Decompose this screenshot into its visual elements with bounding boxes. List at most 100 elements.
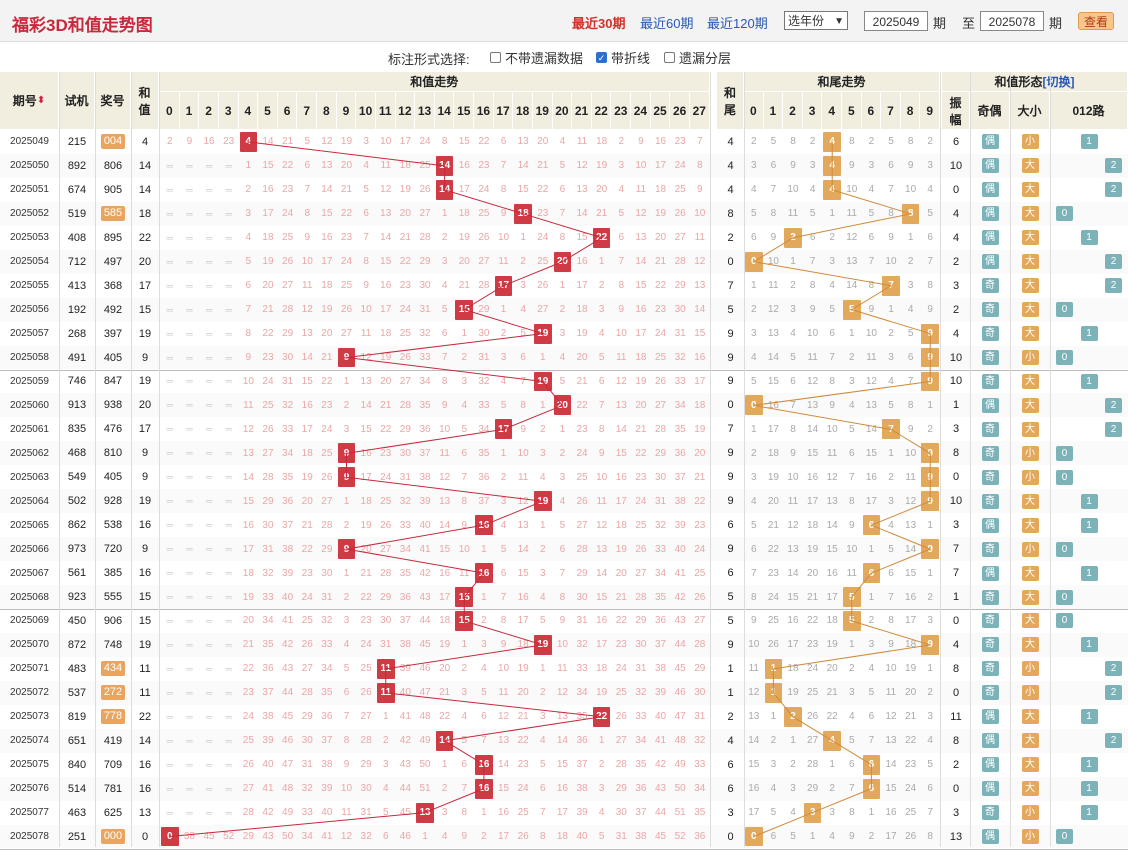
tail-miss: 11 xyxy=(866,352,877,364)
odd-even-tag: 偶 xyxy=(981,517,999,533)
sum-miss: 8 xyxy=(363,256,369,268)
sum-miss: 44 xyxy=(282,687,294,699)
sum-hit: 20 xyxy=(553,251,572,272)
sum-miss: 21 xyxy=(439,687,451,699)
checkbox[interactable] xyxy=(490,52,501,63)
tail-miss: 2 xyxy=(868,615,875,627)
sum-miss: ═ xyxy=(225,400,232,411)
sum-miss: 41 xyxy=(399,711,411,723)
sum-hit: 22 xyxy=(592,706,611,727)
sum-miss: ═ xyxy=(205,328,213,339)
issue-cell: 2025050 xyxy=(10,160,49,172)
tail-miss: 13 xyxy=(807,399,819,411)
sort-icon[interactable]: ⬍ xyxy=(36,95,46,106)
win-cell: 492 xyxy=(95,298,131,322)
tail-miss: 25 xyxy=(807,687,819,699)
sum-miss: 25 xyxy=(537,256,549,268)
sum-miss: 30 xyxy=(380,615,392,627)
sum-miss: 35 xyxy=(655,591,667,603)
sum-header: 和值 xyxy=(131,72,159,130)
tail-miss: 19 xyxy=(787,687,799,699)
query-button[interactable]: 查看 xyxy=(1078,12,1114,30)
sum-miss: 23 xyxy=(478,160,490,172)
sum-miss: 17 xyxy=(360,471,372,483)
sum-miss: 2 xyxy=(500,328,507,340)
year-select[interactable]: 选年份 ▼ xyxy=(784,11,848,30)
tail-miss: 22 xyxy=(807,615,819,627)
issue-cell: 2025062 xyxy=(10,447,49,459)
option-layer[interactable]: 遗漏分层 xyxy=(664,48,731,67)
sum-miss: 45 xyxy=(399,807,411,819)
sum-hit: 17 xyxy=(494,419,513,440)
sum-miss: 4 xyxy=(540,471,546,483)
route-tag: 1 xyxy=(1080,134,1098,150)
range-link-60[interactable]: 最近60期 xyxy=(640,16,694,31)
route-cell: 1 xyxy=(1050,633,1128,657)
sum-miss: 41 xyxy=(674,567,686,579)
sum-hit: 19 xyxy=(533,371,552,392)
sum-miss: 19 xyxy=(340,136,353,148)
sum-miss: 9 xyxy=(500,208,507,220)
to-issue-input[interactable]: 2025078 xyxy=(980,11,1044,31)
tail-miss: 6 xyxy=(927,783,933,795)
size-tag: 大 xyxy=(1021,517,1039,533)
tail-miss: 6 xyxy=(770,831,777,843)
win-number: 004 xyxy=(100,134,126,150)
sum-miss: 28 xyxy=(576,543,588,555)
tail-miss: 2 xyxy=(927,591,933,603)
tail-miss: 17 xyxy=(905,615,917,627)
sum-miss: 17 xyxy=(439,591,451,603)
sum-miss: 6 xyxy=(343,687,350,699)
tail-miss: 1 xyxy=(927,567,933,579)
sum-miss: ═ xyxy=(166,472,173,483)
size-cell: 大 xyxy=(1010,513,1050,537)
sum-miss: 35 xyxy=(576,711,588,723)
win-cell: 709 xyxy=(95,753,131,777)
sum-miss: 19 xyxy=(615,543,627,555)
sum-miss: 8 xyxy=(461,495,468,507)
checkbox-checked[interactable]: ✓ xyxy=(596,52,607,63)
switch-link[interactable]: [切换] xyxy=(1042,75,1075,89)
sum-miss: 10 xyxy=(517,447,529,459)
sum-miss: 19 xyxy=(262,256,274,268)
sum-miss: ═ xyxy=(225,783,232,794)
sum-miss: 3 xyxy=(540,711,546,723)
size-tag: 大 xyxy=(1021,326,1039,342)
sum-miss: 18 xyxy=(301,447,313,459)
sum-miss: 17 xyxy=(262,208,274,220)
sum-miss: 26 xyxy=(674,208,686,220)
range-link-120[interactable]: 最近120期 xyxy=(707,16,768,31)
sum-miss: ═ xyxy=(225,592,232,603)
sum-miss: 8 xyxy=(500,615,507,627)
sum-number-header: 3 xyxy=(218,92,239,130)
sum-miss: 3 xyxy=(559,471,566,483)
checkbox[interactable] xyxy=(664,52,675,63)
sum-miss: 29 xyxy=(321,543,333,555)
sum-miss: 34 xyxy=(399,543,411,555)
sum-miss: 26 xyxy=(615,711,627,723)
sum-miss: 17 xyxy=(556,807,568,819)
sum-miss: 7 xyxy=(598,399,605,411)
column-divider xyxy=(1010,72,1011,847)
try-cell: 483 xyxy=(67,662,87,675)
from-issue-input[interactable]: 2025049 xyxy=(864,11,928,31)
tail-hit: 5 xyxy=(843,299,861,320)
tail-miss: 12 xyxy=(846,232,858,244)
tail-miss: 4 xyxy=(927,735,933,747)
column-divider xyxy=(744,72,745,847)
tail-miss: 7 xyxy=(888,184,894,196)
sum-miss: 11 xyxy=(498,256,509,268)
issue-cell: 2025051 xyxy=(10,184,49,196)
sum-miss: 18 xyxy=(694,399,706,411)
sum-miss: 24 xyxy=(635,495,647,507)
issue-header[interactable]: 期号 ⬍ xyxy=(0,72,59,130)
range-link-30[interactable]: 最近30期 xyxy=(572,16,626,31)
tail-miss: 15 xyxy=(865,447,877,459)
sum-miss: 28 xyxy=(655,423,667,435)
option-line[interactable]: ✓ 带折线 xyxy=(596,48,650,67)
sum-miss: 6 xyxy=(500,567,507,579)
option-no-miss[interactable]: 不带遗漏数据 xyxy=(490,48,583,67)
sum-miss: 22 xyxy=(360,591,372,603)
sum-miss: 38 xyxy=(183,831,195,843)
odd-even-cell: 奇 xyxy=(970,322,1010,346)
